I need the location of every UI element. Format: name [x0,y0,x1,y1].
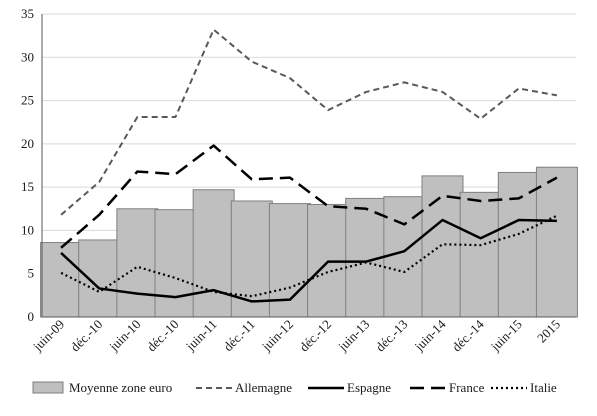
bars [40,166,578,318]
x-tick-label: juin-10 [106,317,144,355]
bar [78,239,121,318]
legend-label: Espagne [347,380,391,395]
bar [497,171,540,318]
bar [154,209,197,318]
y-tick-label: 35 [21,6,34,21]
legend-label: Allemagne [235,380,292,395]
axes [41,14,576,318]
y-tick-label: 5 [28,266,35,281]
x-tick-label: juin-14 [411,316,449,354]
legend: Moyenne zone euro Allemagne Espagne France I… [32,380,557,395]
y-tick-label: 25 [21,93,34,108]
x-tick-label: juin-13 [334,317,372,355]
x-tick-label: juin-15 [487,317,525,355]
legend-label: Moyenne zone euro [69,380,172,395]
bar [383,196,426,318]
bar [116,208,159,318]
x-tick-labels: juin-09 déc.-10 juin-10 déc.-10 juin-11 déc.-… [29,316,563,354]
x-tick-label: déc.-12 [296,317,334,355]
legend-label: Italie [530,380,557,395]
y-tick-label: 10 [21,222,34,237]
bar [535,166,578,318]
y-tick-label: 0 [28,309,35,324]
y-tick-labels: 0 5 10 15 20 25 30 35 [21,6,34,324]
series-line [60,214,558,298]
x-tick-label: juin-11 [182,317,220,355]
series-lines [60,28,558,303]
x-tick-label: juin-09 [29,317,67,355]
series-line [60,144,558,249]
legend-label: France [449,380,485,395]
x-tick-label: juin-12 [258,317,296,355]
x-tick-label: déc.-11 [220,317,258,355]
series-line [60,28,558,216]
bar [192,189,235,318]
legend-swatch [32,381,64,394]
bar [459,191,502,318]
y-tick-label: 15 [21,179,34,194]
y-tick-label: 30 [21,49,34,64]
x-tick-label: déc.-13 [373,317,411,355]
y-tick-label: 20 [21,136,34,151]
x-tick-label: 2015 [534,317,563,346]
x-tick-label: déc.-10 [67,317,105,355]
x-tick-label: déc.-14 [449,316,487,354]
x-tick-label: déc.-10 [144,317,182,355]
